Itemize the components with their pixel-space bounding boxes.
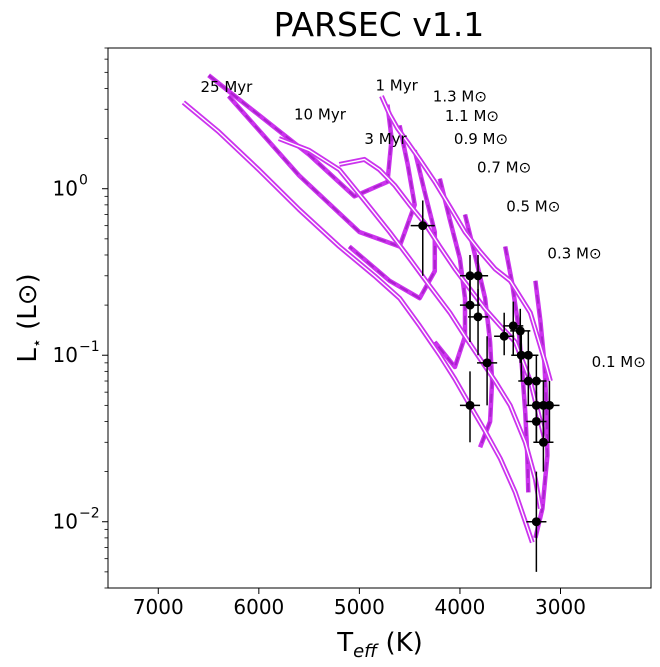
star-marker-4 bbox=[473, 312, 483, 322]
star-points bbox=[410, 200, 560, 572]
y-tick-label-0: 10 bbox=[53, 510, 78, 534]
x-tick-label-3: 4000 bbox=[434, 595, 485, 619]
plot-frame bbox=[108, 48, 651, 588]
curve-annotations: 25 Myr 10 Myr 3 Myr 1 Myr 1.3 M⊙ 1.1 M⊙ 0.9 M⊙… bbox=[201, 76, 646, 371]
star-marker-16 bbox=[544, 400, 554, 410]
star-point-19 bbox=[526, 471, 547, 572]
star-point-6 bbox=[477, 336, 498, 406]
annotation-9: 0.3 M⊙ bbox=[547, 245, 601, 263]
star-point-0 bbox=[410, 200, 435, 276]
annotation-10: 0.1 M⊙ bbox=[592, 353, 646, 371]
track-3 bbox=[434, 178, 466, 370]
isochrone-core-0 bbox=[380, 95, 552, 382]
x-tick-label-1: 6000 bbox=[233, 595, 284, 619]
annotation-2: 3 Myr bbox=[364, 130, 407, 148]
annotation-3: 1 Myr bbox=[375, 76, 418, 94]
star-marker-9 bbox=[515, 326, 525, 336]
annotation-6: 0.9 M⊙ bbox=[454, 130, 508, 148]
star-point-7 bbox=[494, 312, 515, 356]
annotation-0: 25 Myr bbox=[201, 78, 254, 96]
star-marker-3 bbox=[465, 300, 475, 310]
track-6 bbox=[534, 280, 549, 539]
star-point-4 bbox=[467, 288, 489, 356]
star-marker-2 bbox=[473, 271, 483, 281]
x-tick-label-4: 3000 bbox=[535, 595, 586, 619]
chart-title: PARSEC v1.1 bbox=[274, 5, 485, 44]
x-axis: 7000 6000 5000 4000 3000 bbox=[133, 588, 586, 619]
plot-area: 25 Myr 10 Myr 3 Myr 1 Myr 1.3 M⊙ 1.1 M⊙ 0.9 M⊙… bbox=[107, 47, 652, 589]
star-point-5 bbox=[459, 371, 481, 443]
star-marker-19 bbox=[531, 517, 541, 527]
y-tick-exponent-0: −2 bbox=[79, 506, 100, 522]
isochrone-core-3 bbox=[182, 101, 533, 543]
isochrones bbox=[181, 95, 553, 544]
annotation-7: 0.7 M⊙ bbox=[477, 159, 531, 177]
y-tick-label-2: 10 bbox=[53, 177, 78, 201]
x-tick-label-0: 7000 bbox=[133, 595, 184, 619]
star-point-18 bbox=[533, 405, 554, 472]
y-tick-exponent-1: −1 bbox=[79, 339, 100, 355]
star-point-3 bbox=[459, 275, 481, 343]
annotation-4: 1.3 M⊙ bbox=[433, 87, 487, 105]
annotation-8: 0.5 M⊙ bbox=[506, 197, 560, 215]
isochrone-core-2 bbox=[278, 137, 542, 509]
y-tick-exponent-2: 0 bbox=[79, 173, 88, 189]
track-2 bbox=[348, 150, 436, 300]
star-marker-7 bbox=[499, 331, 509, 341]
x-tick-label-2: 5000 bbox=[334, 595, 385, 619]
star-marker-17 bbox=[531, 416, 541, 426]
x-axis-label: Teff (K) bbox=[336, 628, 423, 662]
track-4 bbox=[464, 214, 494, 448]
annotation-5: 1.1 M⊙ bbox=[445, 107, 499, 125]
isochrone-core-1 bbox=[339, 158, 547, 443]
annotation-1: 10 Myr bbox=[294, 106, 347, 124]
star-marker-18 bbox=[538, 437, 548, 447]
star-marker-0 bbox=[418, 221, 428, 231]
star-marker-6 bbox=[482, 358, 492, 368]
star-marker-5 bbox=[465, 400, 475, 410]
y-tick-label-1: 10 bbox=[53, 343, 78, 367]
y-axis-label: L⋆ (L⊙) bbox=[13, 273, 46, 362]
plot-border bbox=[107, 47, 652, 589]
star-marker-8 bbox=[508, 321, 518, 331]
